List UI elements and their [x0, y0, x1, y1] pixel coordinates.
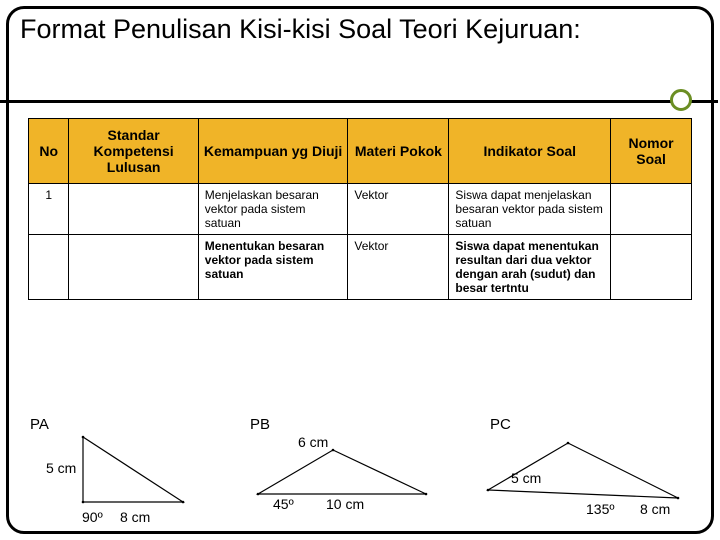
diagram-pb-label: PB	[250, 416, 270, 433]
diagram-row: PA 5 cm 90º 8 cm PB 6 cm 45º 10 cm PC 5 …	[28, 416, 692, 534]
pa-side-a: 5 cm	[46, 460, 76, 476]
col-skl: Standar Kompetensi Lulusan	[69, 119, 198, 184]
cell-no	[29, 235, 69, 300]
cell-kemampuan: Menentukan besaran vektor pada sistem sa…	[198, 235, 348, 300]
cell-no: 1	[29, 184, 69, 235]
cell-indikator: Siswa dapat menentukan resultan dari dua…	[449, 235, 611, 300]
diagram-pa-label: PA	[30, 416, 49, 433]
cell-indikator: Siswa dapat menjelaskan besaran vektor p…	[449, 184, 611, 235]
cell-nomor	[611, 184, 692, 235]
pb-side-b: 10 cm	[326, 496, 364, 512]
pc-side-b: 8 cm	[640, 501, 670, 517]
table-row: Menentukan besaran vektor pada sistem sa…	[29, 235, 692, 300]
col-indik: Indikator Soal	[449, 119, 611, 184]
col-nomor: Nomor Soal	[611, 119, 692, 184]
pc-side-a: 5 cm	[511, 470, 541, 486]
cell-skl	[69, 184, 198, 235]
pa-angle: 90º	[82, 509, 103, 525]
table-row: 1 Menjelaskan besaran vektor pada sistem…	[29, 184, 692, 235]
pc-angle: 135º	[586, 501, 614, 517]
cell-skl	[69, 235, 198, 300]
cell-nomor	[611, 235, 692, 300]
diagram-pb-icon	[228, 432, 458, 532]
col-kemamp: Kemampuan yg Diuji	[198, 119, 348, 184]
title-underline	[0, 100, 718, 103]
accent-circle-icon	[670, 89, 692, 111]
cell-materi: Vektor	[348, 184, 449, 235]
cell-kemampuan: Menjelaskan besaran vektor pada sistem s…	[198, 184, 348, 235]
kisi-table: No Standar Kompetensi Lulusan Kemampuan …	[28, 118, 692, 300]
pa-side-b: 8 cm	[120, 509, 150, 525]
col-no: No	[29, 119, 69, 184]
pb-side-a: 6 cm	[298, 434, 328, 450]
col-materi: Materi Pokok	[348, 119, 449, 184]
pb-angle: 45º	[273, 496, 294, 512]
page-title: Format Penulisan Kisi-kisi Soal Teori Ke…	[20, 14, 581, 45]
cell-materi: Vektor	[348, 235, 449, 300]
